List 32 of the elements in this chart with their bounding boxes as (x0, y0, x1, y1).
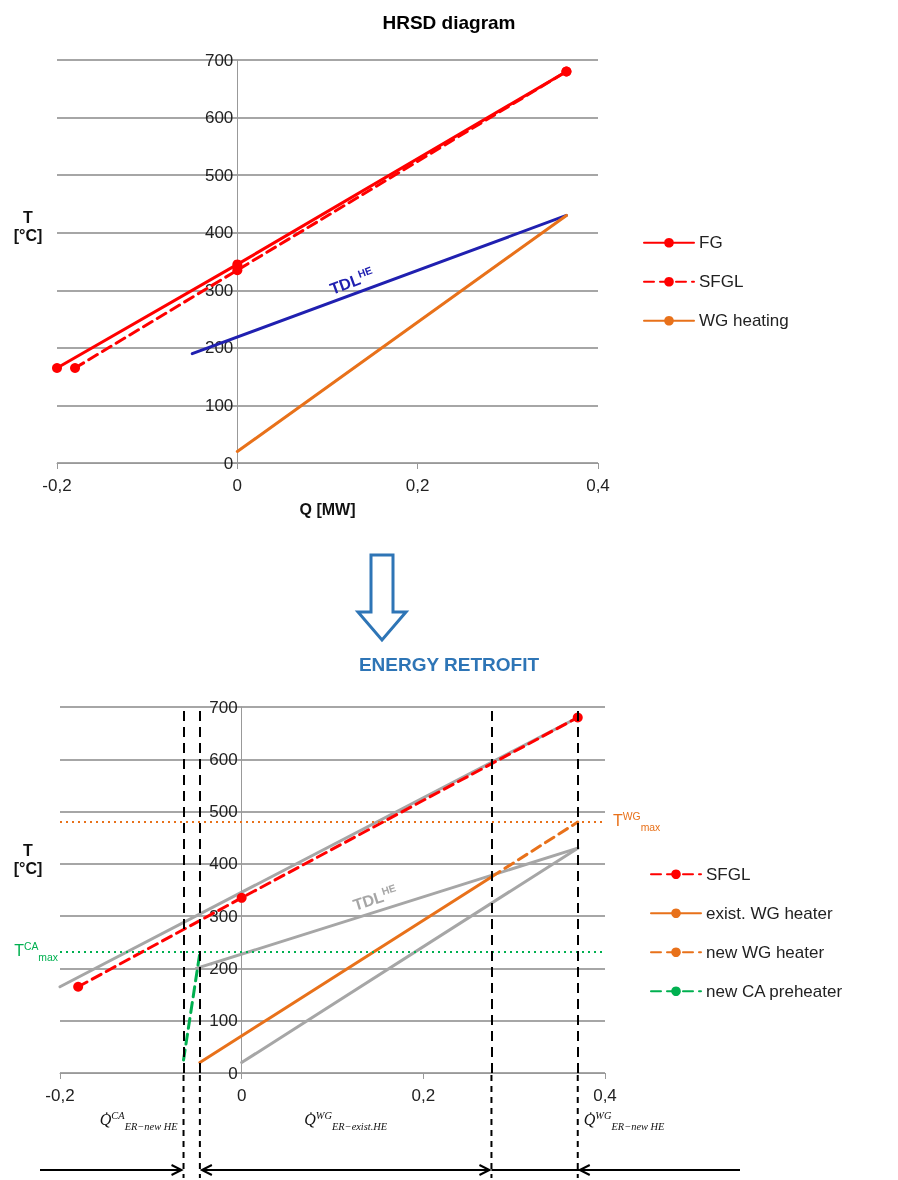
legend-label: new CA preheater (706, 981, 843, 1001)
chart-title: ENERGY RETROFIT (358, 654, 540, 675)
x-tick-label: -0,2 (42, 476, 72, 495)
x-tick-label: 0,2 (411, 1086, 436, 1105)
legend-label: SFGL (699, 272, 744, 292)
chart-title: HRSD diagram (382, 12, 516, 33)
y-tick-label: 600 (204, 108, 234, 128)
y-tick-label: 400 (209, 854, 238, 874)
y-tick-label: 100 (209, 1011, 238, 1031)
legend-label: FG (699, 233, 723, 253)
legend-label: WG heating (699, 311, 789, 331)
legend-label: SFGL (706, 864, 751, 884)
x-tick-label: 0,4 (586, 476, 610, 495)
y-tick-label: 300 (209, 906, 238, 926)
y-tick-label: 400 (204, 223, 234, 243)
y-tick-label: 500 (209, 802, 238, 822)
legend-label: exist. WG heater (706, 903, 833, 923)
y-tick-label: 500 (204, 165, 234, 185)
y-axis-title: T [°C] (12, 209, 44, 245)
x-tick-label: 0,4 (593, 1086, 617, 1105)
y-axis-title: T [°C] (12, 842, 44, 878)
y-tick-label: 100 (204, 395, 234, 415)
x-tick-label: 0,2 (405, 476, 430, 495)
x-tick-label: -0,2 (45, 1086, 75, 1105)
legend-label: new WG heater (706, 942, 825, 962)
y-tick-label: 700 (209, 697, 238, 717)
x-axis-title: Q [MW] (299, 501, 356, 519)
y-tick-label: 600 (209, 749, 238, 769)
y-tick-label: 0 (223, 453, 234, 473)
y-tick-label: 700 (204, 50, 234, 70)
y-tick-label: 300 (204, 280, 234, 300)
y-tick-label: 0 (228, 1063, 238, 1083)
